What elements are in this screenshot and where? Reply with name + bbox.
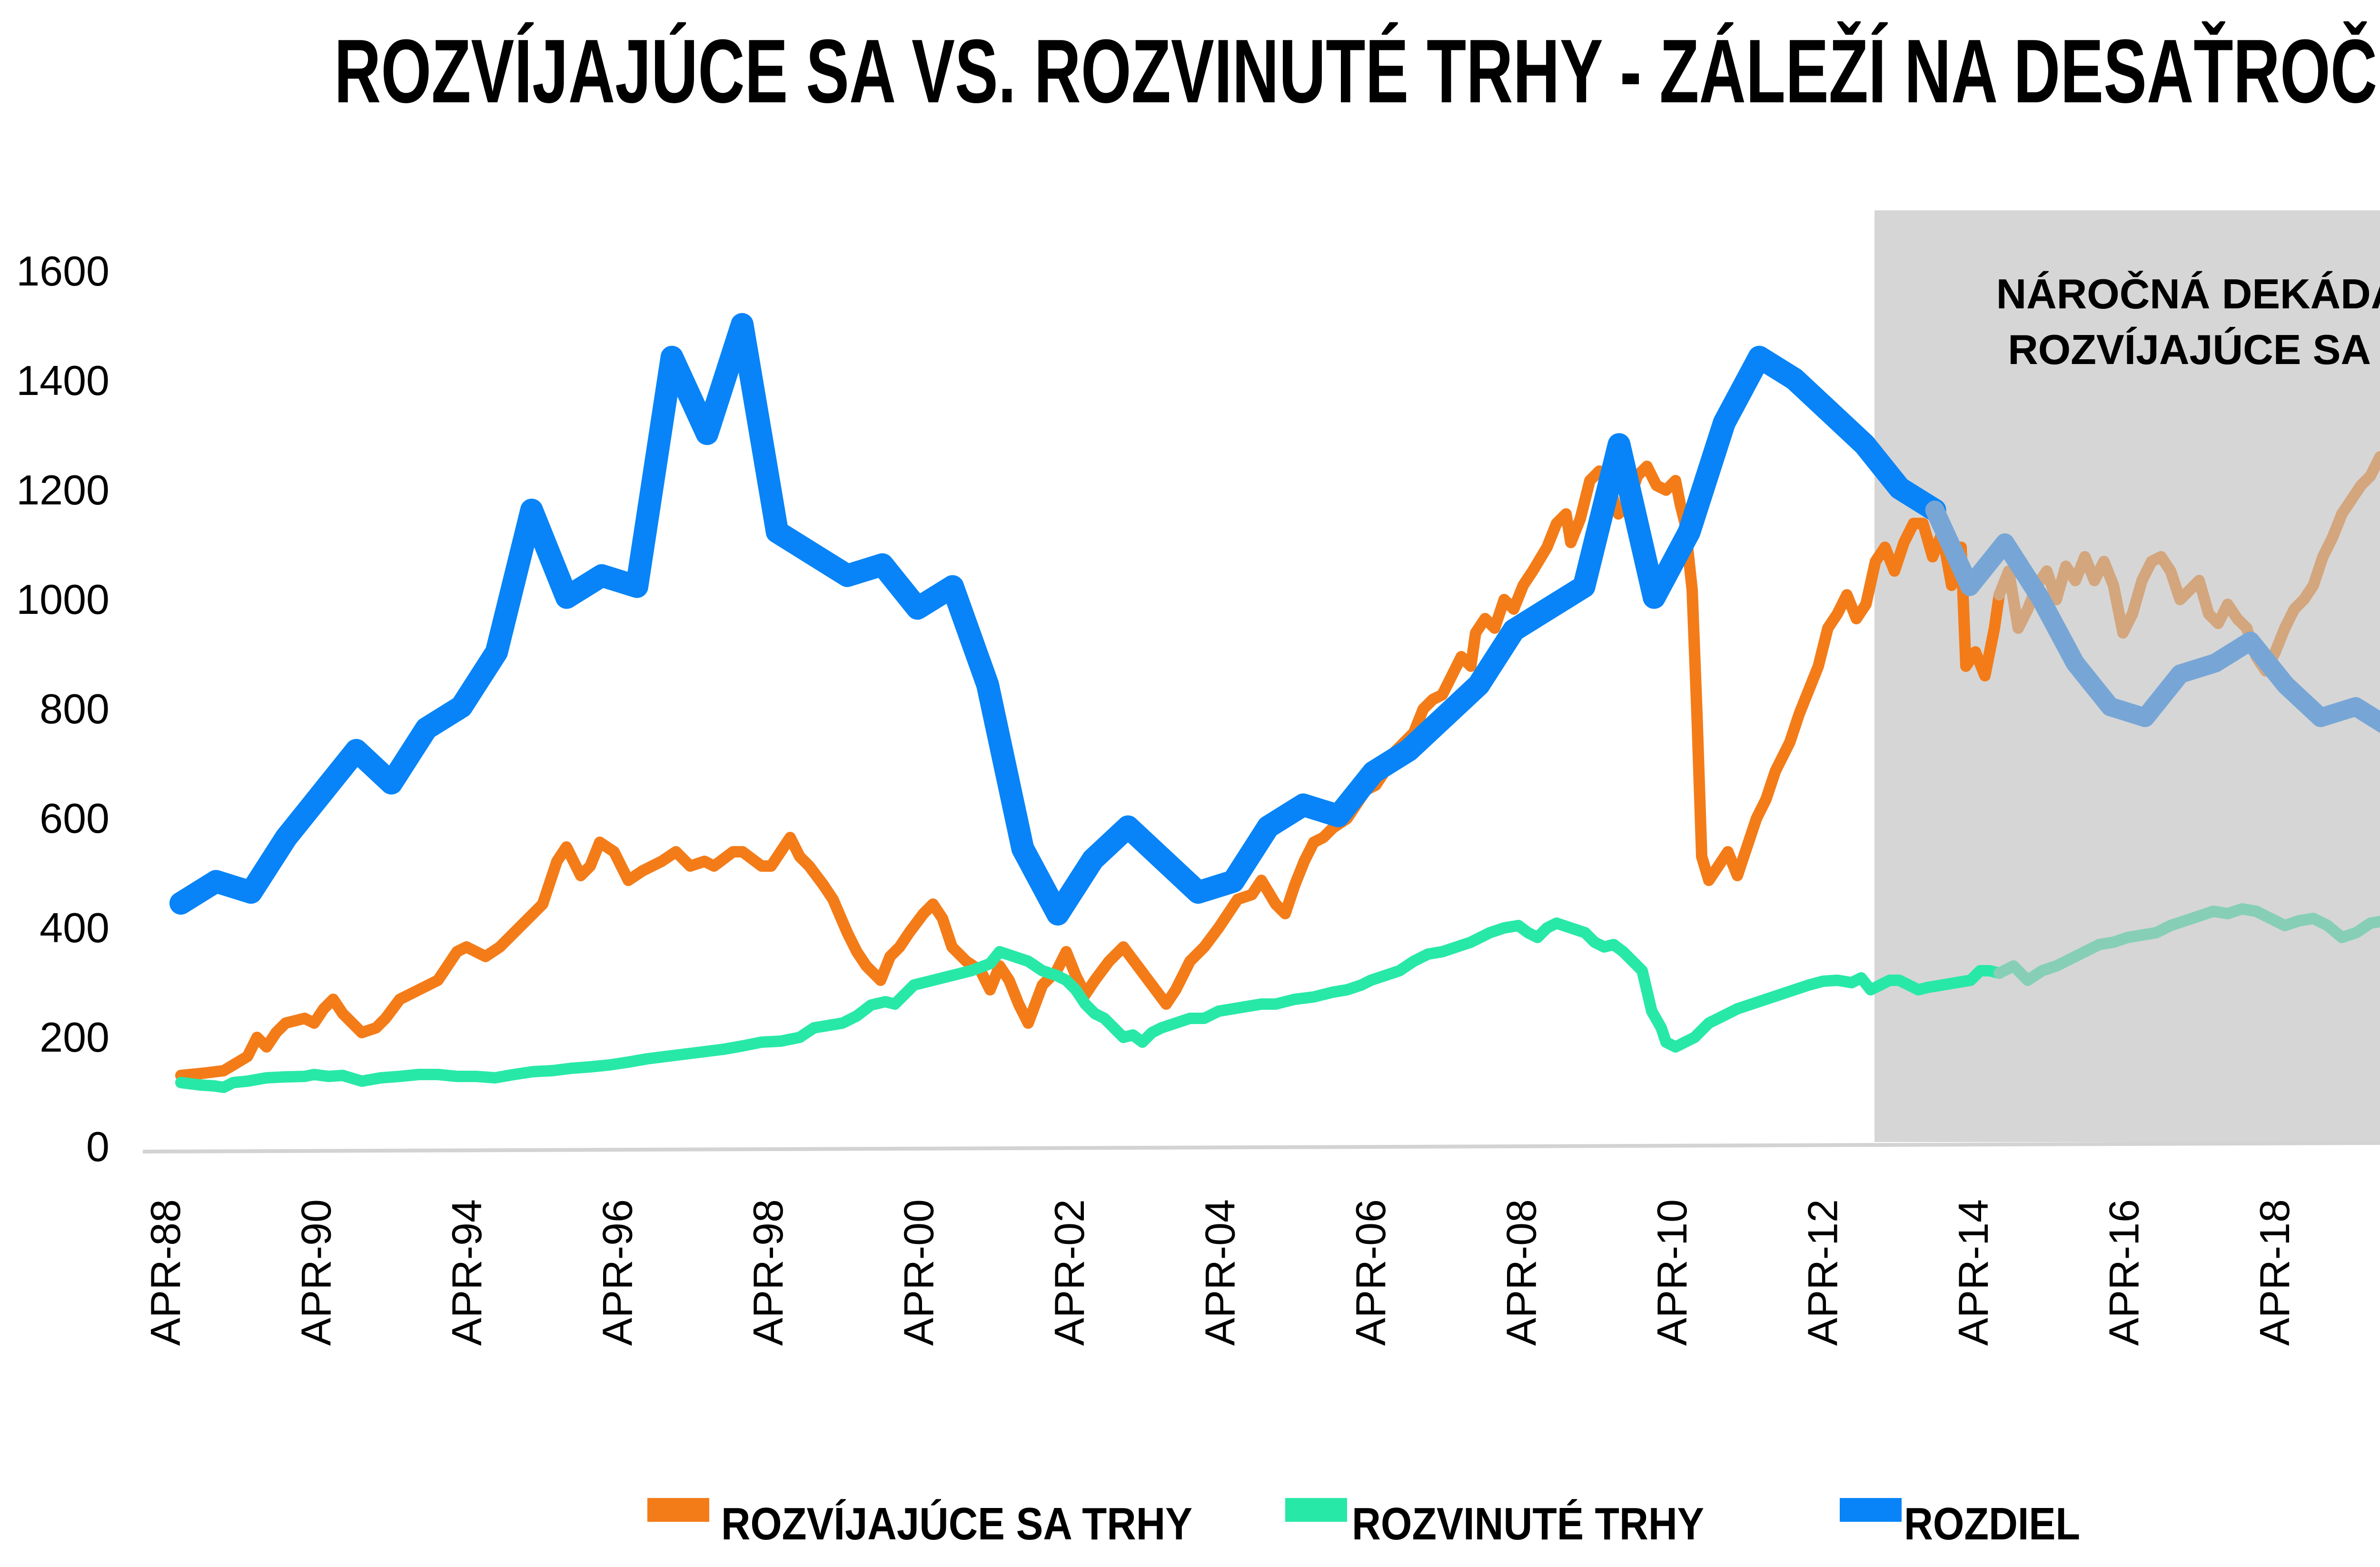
- y-tick-label: 600: [40, 795, 109, 842]
- x-tick-label: APR-10: [1648, 1199, 1696, 1346]
- annotation-line-2: ROZVÍJAJÚCE SA TRHY: [2008, 326, 2380, 373]
- series-line-difference-shaded: [1925, 500, 2380, 733]
- legend-label: ROZVINUTÉ TRHY: [1352, 1498, 1704, 1549]
- annotation-line-1: NÁROČNÁ DEKÁDA PRE: [1996, 270, 2380, 317]
- x-tick-label: APR-98: [744, 1199, 792, 1346]
- x-tick-label: APR-16: [2101, 1199, 2148, 1346]
- x-tick-label: APR-94: [443, 1199, 490, 1346]
- series-line-developed-markets: [175, 917, 2005, 1093]
- series-line-difference: [169, 313, 1946, 926]
- x-tick-label: APR-12: [1799, 1199, 1846, 1346]
- x-tick-label: APR-96: [594, 1199, 641, 1346]
- x-tick-label: APR-08: [1498, 1199, 1545, 1346]
- series-line-developed-markets-shaded: [1993, 903, 2380, 986]
- x-tick-label: APR-00: [895, 1199, 942, 1346]
- y-tick-label: 400: [40, 904, 109, 951]
- x-tick-label: APR-06: [1347, 1199, 1394, 1346]
- x-tick-label: APR-04: [1197, 1199, 1244, 1346]
- legend-item-emerging-markets[interactable]: ROZVÍJAJÚCE SA TRHY: [647, 1498, 1192, 1549]
- x-axis-line: [142, 1141, 2380, 1153]
- series-line-emerging-markets: [175, 461, 2005, 1081]
- y-tick-label: 1600: [16, 247, 109, 295]
- x-tick-label: APR-02: [1046, 1199, 1093, 1346]
- legend-swatch-orange: [647, 1498, 709, 1522]
- legend-item-difference[interactable]: ROZDIEL: [1840, 1498, 2080, 1549]
- legend-swatch-blue: [1840, 1498, 1902, 1522]
- y-tick-label: 0: [86, 1123, 109, 1170]
- y-tick-label: 800: [40, 685, 109, 732]
- y-axis-left: 1600 1400 1200 1000 800 600 400 200 0: [16, 247, 109, 1170]
- legend-swatch-green: [1285, 1498, 1347, 1522]
- x-tick-label: APR-90: [293, 1199, 340, 1346]
- series-line-emerging-markets-shaded: [1993, 451, 2380, 677]
- y-tick-label: 1200: [16, 466, 109, 513]
- chart-title: ROZVÍJAJÚCE SA VS. ROZVINUTÉ TRHY - ZÁLE…: [334, 21, 2380, 122]
- x-tick-label: APR-88: [142, 1199, 189, 1346]
- legend-label: ROZDIEL: [1904, 1498, 2080, 1549]
- y-tick-label: 1400: [16, 357, 109, 404]
- x-tick-label: APR-18: [2251, 1199, 2298, 1346]
- legend: ROZVÍJAJÚCE SA TRHY ROZVINUTÉ TRHY ROZDI…: [647, 1498, 2080, 1549]
- y-tick-label: 1000: [16, 576, 109, 623]
- legend-item-developed-markets[interactable]: ROZVINUTÉ TRHY: [1285, 1498, 1704, 1549]
- y-tick-label: 200: [40, 1014, 109, 1061]
- legend-label: ROZVÍJAJÚCE SA TRHY: [721, 1498, 1192, 1549]
- annotation-line-1-overlay: NÁROČNÁ DEKÁDA PRE: [1996, 270, 2380, 317]
- annotation-line-2-overlay: ROZVÍJAJÚCE SA TRHY: [2008, 326, 2380, 373]
- x-tick-label: APR-14: [1950, 1199, 1997, 1346]
- x-axis-labels: APR-88 APR-90 APR-94 APR-96 APR-98 APR-00 APR-…: [142, 1199, 2298, 1346]
